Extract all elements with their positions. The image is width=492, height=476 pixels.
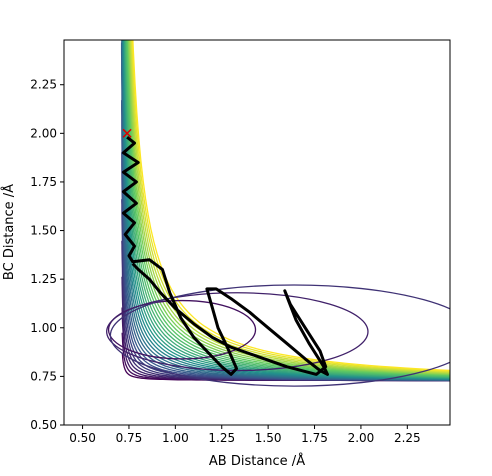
- x-tick-label: 1.75: [301, 431, 328, 445]
- x-tick-label: 2.25: [394, 431, 421, 445]
- x-tick-label: 0.75: [116, 431, 143, 445]
- x-tick-label: 1.25: [208, 431, 235, 445]
- y-axis-label: BC Distance /Å: [1, 184, 17, 280]
- x-axis-label: AB Distance /Å: [209, 453, 305, 469]
- y-tick-label: 0.75: [30, 369, 57, 383]
- x-tick-label: 1.50: [255, 431, 282, 445]
- y-tick-label: 1.75: [30, 175, 57, 189]
- y-tick-label: 0.50: [30, 418, 57, 432]
- y-tick-label: 1.00: [30, 321, 57, 335]
- x-tick-label: 1.00: [162, 431, 189, 445]
- y-tick-label: 2.25: [30, 78, 57, 92]
- y-tick-label: 1.25: [30, 272, 57, 286]
- x-tick-label: 0.50: [69, 431, 96, 445]
- y-tick-label: 2.00: [30, 126, 57, 140]
- x-tick-label: 2.00: [348, 431, 375, 445]
- y-tick-label: 1.50: [30, 224, 57, 238]
